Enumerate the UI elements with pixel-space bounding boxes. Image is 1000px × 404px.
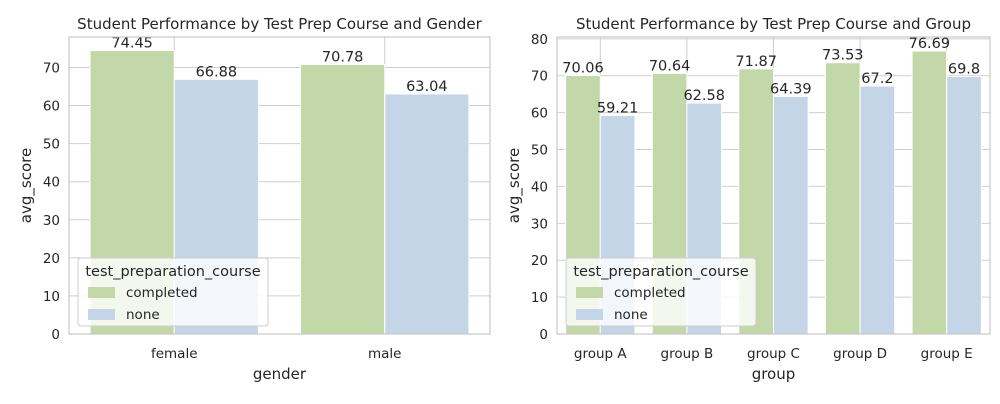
y-tick-label: 0	[539, 327, 548, 343]
x-tick-label: group B	[661, 346, 714, 362]
bar-value-label: 63.04	[406, 79, 448, 95]
y-tick-label: 0	[51, 327, 60, 343]
legend: test_preparation_course completed none	[565, 257, 757, 327]
legend-swatch-completed	[576, 287, 603, 298]
x-axis-label: gender	[253, 365, 307, 383]
legend-entry-completed: completed	[614, 285, 686, 301]
x-tick-label: female	[151, 346, 198, 362]
x-tick-label: group D	[833, 346, 887, 362]
y-tick-label: 80	[531, 32, 548, 48]
y-tick-label: 10	[43, 289, 60, 305]
y-tick-label: 20	[531, 253, 548, 269]
bar-completed-4	[824, 62, 861, 335]
legend-box	[565, 257, 757, 327]
bar-value-label: 70.64	[649, 58, 691, 74]
bar-value-label: 64.39	[770, 81, 812, 97]
y-tick-label: 30	[531, 216, 548, 232]
legend-swatch-none	[576, 309, 603, 320]
bar-none-3	[773, 95, 809, 335]
y-tick-label: 20	[43, 251, 60, 267]
bar-value-label: 62.58	[683, 88, 725, 104]
x-tick-label: group A	[574, 346, 627, 362]
chart-2: 0 10 20 30 40 50 60 70 80 70.06 70.64 71.87 73.53 76.…	[505, 15, 991, 383]
bar-none-2	[384, 93, 470, 335]
bar-value-label: 73.53	[822, 48, 864, 64]
x-tick-label: group C	[747, 346, 800, 362]
bar-value-label: 74.45	[111, 36, 153, 52]
y-tick-label: 50	[43, 137, 60, 153]
legend-entry-completed: completed	[126, 285, 198, 301]
legend-title: test_preparation_course	[573, 264, 748, 280]
bar-none-4	[859, 85, 896, 335]
bar-value-label: 59.21	[597, 101, 639, 117]
y-tick-label: 60	[531, 106, 548, 122]
x-tick-label: male	[368, 346, 401, 362]
bar-value-label: 70.78	[322, 49, 364, 65]
bar-value-label: 76.69	[909, 36, 951, 52]
legend: test_preparation_course completed none	[77, 257, 269, 327]
bar-value-label: 69.8	[948, 61, 980, 77]
legend-box	[77, 257, 269, 327]
x-tick-label: group E	[921, 346, 973, 362]
plot-frame	[68, 36, 491, 335]
legend-title: test_preparation_course	[85, 264, 260, 280]
bar-value-label: 67.2	[861, 71, 893, 87]
legend-entry-none: none	[126, 307, 160, 323]
x-axis-label: group	[752, 365, 796, 383]
chart-1: 0 10 20 30 40 50 60 70 74.45 70.78 66.88 63.04 femal…	[17, 15, 491, 383]
bar-none-5	[946, 75, 982, 335]
legend-swatch-completed	[88, 287, 115, 298]
plot-frame	[556, 36, 991, 335]
legend-swatch-none	[88, 309, 115, 320]
bar-value-label: 66.88	[196, 64, 238, 80]
chart-title: Student Performance by Test Prep Course …	[77, 15, 482, 33]
y-axis-label: avg_score	[505, 148, 524, 223]
y-tick-label: 40	[43, 175, 60, 191]
bar-completed-5	[911, 50, 948, 335]
y-tick-label: 70	[531, 69, 548, 85]
bar-completed-2	[300, 63, 386, 335]
bar-value-label: 71.87	[735, 54, 777, 70]
y-tick-label: 30	[43, 213, 60, 229]
y-tick-label: 60	[43, 99, 60, 115]
bar-value-label: 70.06	[562, 61, 604, 77]
chart-title: Student Performance by Test Prep Course …	[576, 15, 971, 33]
y-axis-label: avg_score	[17, 148, 36, 223]
y-tick-label: 50	[531, 143, 548, 159]
y-tick-label: 40	[531, 179, 548, 195]
y-tick-label: 70	[43, 60, 60, 76]
y-tick-label: 10	[531, 290, 548, 306]
legend-entry-none: none	[614, 307, 648, 323]
